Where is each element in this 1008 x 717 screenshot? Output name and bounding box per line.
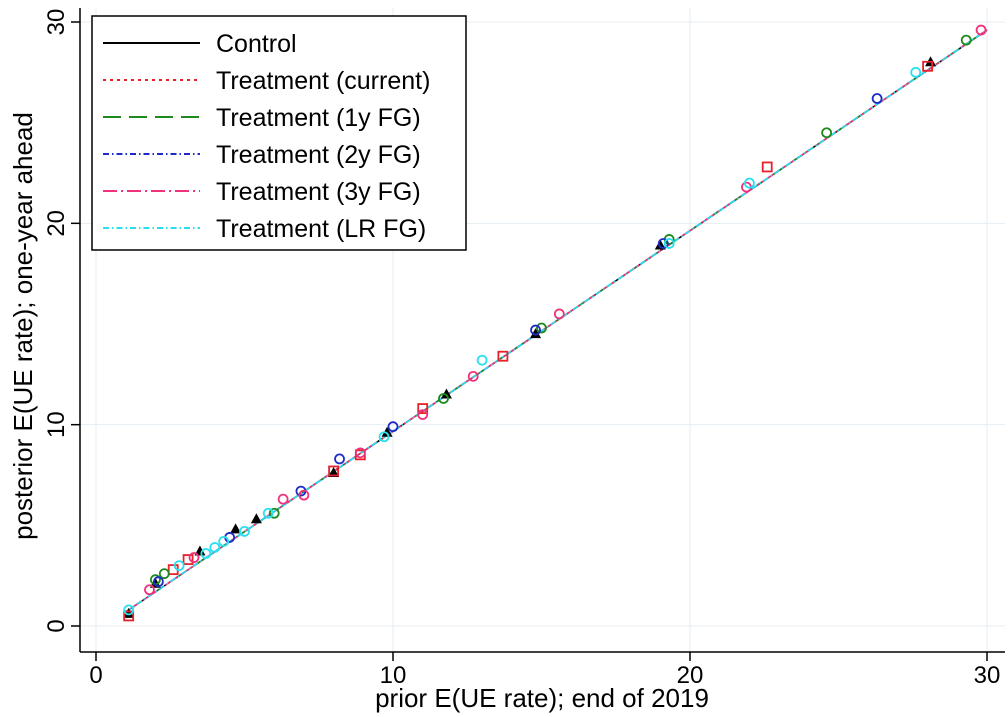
data-point — [354, 447, 366, 459]
data-point — [378, 431, 390, 443]
data-point — [417, 403, 429, 414]
data-point — [440, 388, 452, 399]
data-point — [250, 513, 262, 524]
legend-label: Treatment (current) — [216, 67, 430, 95]
data-point — [530, 324, 541, 336]
data-point — [960, 34, 972, 46]
data-point — [821, 127, 833, 139]
data-point — [663, 238, 675, 249]
data-point — [262, 507, 274, 519]
data-point — [438, 393, 449, 404]
data-point — [194, 545, 206, 556]
data-point — [209, 542, 221, 553]
y-axis-label: posterior E(UE rate); one-year ahead — [8, 112, 38, 540]
data-point — [381, 426, 393, 437]
data-point — [173, 560, 185, 571]
series-line — [125, 29, 988, 613]
data-point — [239, 525, 250, 537]
x-tick-label: 20 — [677, 662, 704, 689]
legend-box — [91, 15, 467, 251]
data-point — [654, 239, 666, 250]
data-point — [328, 466, 340, 477]
data-point — [975, 24, 987, 36]
axes — [79, 8, 1005, 653]
legend-label: Control — [216, 30, 297, 58]
x-tick-label: 30 — [974, 662, 1001, 689]
data-point — [188, 552, 200, 563]
data-point — [152, 576, 164, 588]
data-point — [277, 493, 289, 505]
data-point — [158, 568, 170, 580]
data-point — [910, 66, 922, 78]
data-point — [657, 238, 669, 249]
data-point — [553, 308, 565, 320]
data-point — [230, 523, 242, 534]
y-tick-label: 20 — [43, 210, 70, 237]
data-point — [268, 507, 280, 519]
x-tick-label: 0 — [89, 662, 102, 689]
data-point — [123, 604, 135, 616]
y-tick-label: 30 — [43, 9, 70, 36]
data-point — [761, 161, 773, 173]
x-tick-label: 10 — [380, 662, 407, 689]
data-point — [497, 350, 509, 362]
data-point — [334, 453, 345, 465]
data-point — [871, 93, 883, 104]
data-point — [387, 421, 399, 433]
data-point — [149, 577, 161, 588]
data-point — [123, 607, 135, 618]
y-tick-label: 0 — [43, 619, 70, 632]
legend-label: Treatment (3y FG) — [216, 178, 421, 206]
legend: Control Treatment (current) Treatment (1y … — [91, 15, 467, 251]
data-point — [328, 465, 340, 477]
data-point — [467, 370, 479, 382]
data-point — [417, 409, 429, 421]
legend-label: Treatment (2y FG) — [216, 141, 421, 169]
x-axis-label: prior E(UE rate); end of 2019 — [375, 683, 709, 713]
y-tick-label: 10 — [43, 411, 70, 438]
legend-label: Treatment (LR FG) — [216, 215, 426, 243]
data-point — [530, 328, 542, 339]
legend-label: Treatment (1y FG) — [216, 104, 421, 132]
data-point — [218, 536, 230, 547]
series-line — [125, 29, 988, 613]
axis-ticks: 0 10 20 30 0 10 20 30 — [43, 9, 1000, 689]
data-point — [200, 548, 212, 559]
data-points — [123, 24, 987, 622]
data-point — [182, 554, 194, 565]
data-point — [298, 489, 310, 501]
data-point — [744, 177, 755, 189]
data-point — [476, 354, 488, 366]
data-point — [123, 610, 135, 622]
data-point — [144, 584, 155, 596]
data-point — [922, 60, 933, 72]
data-point — [536, 322, 547, 334]
